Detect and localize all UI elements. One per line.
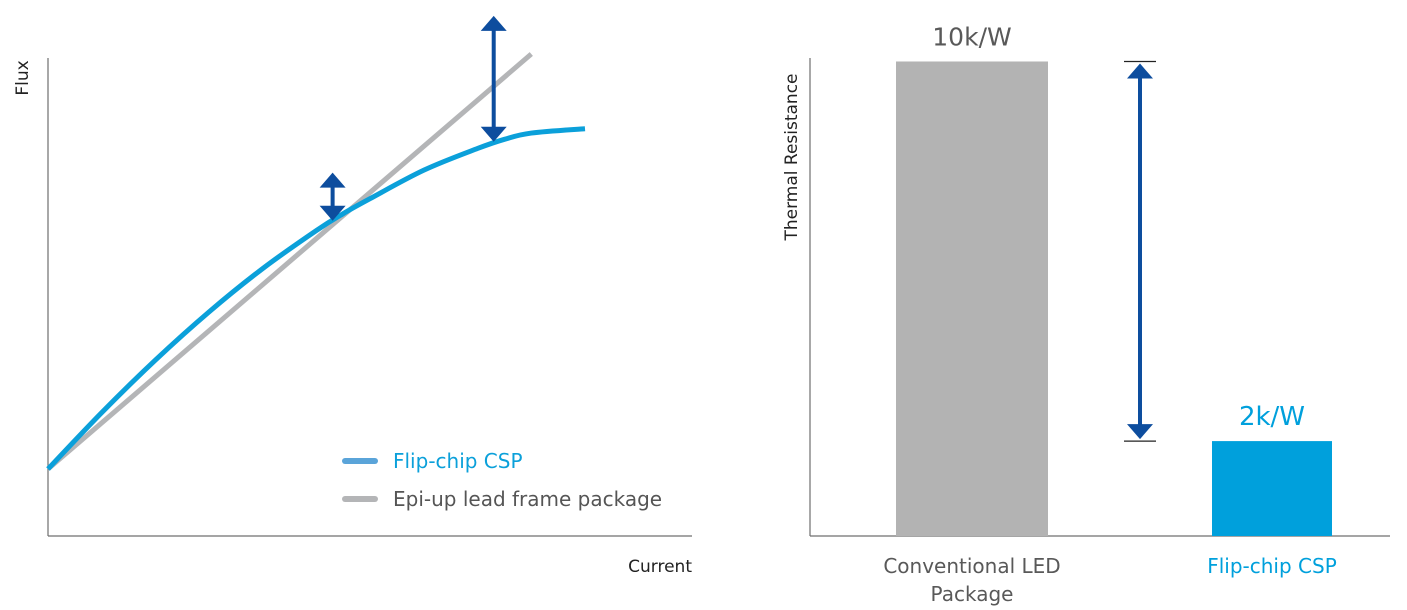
x-axis-label: Current — [628, 557, 692, 577]
legend-entry-label: Epi-up lead frame package — [393, 487, 662, 511]
arrow-head-down — [480, 126, 507, 142]
category-tick-label: Package — [931, 582, 1014, 606]
double-arrow-reduction — [1127, 63, 1153, 440]
arrow-head-down — [319, 205, 346, 221]
arrow-head-down — [1127, 424, 1153, 440]
arrow-head-up — [319, 172, 346, 188]
y-axis-label: Thermal Resistance — [782, 73, 802, 241]
bar-conventional-led-package — [896, 61, 1048, 536]
bar-data-label: 2k/W — [1239, 402, 1305, 432]
series-line-epi-up-lead-frame — [46, 52, 533, 471]
arrow-head-up — [480, 15, 507, 31]
arrow-head-up — [1127, 63, 1153, 79]
bar-flip-chip-csp — [1212, 441, 1332, 536]
series-line-flip-chip-csp — [46, 126, 586, 471]
category-tick-label: Flip-chip CSP — [1207, 554, 1337, 578]
category-tick-label: Conventional LED — [883, 554, 1060, 578]
legend: Flip-chip CSP Epi-up lead frame package — [342, 449, 662, 511]
y-axis-label: Flux — [13, 60, 33, 95]
flux-current-line-chart: Flux Current Flip-chip CSP Epi-up lead fram… — [13, 15, 692, 577]
double-arrow-1 — [319, 172, 346, 221]
bar-data-label: 10k/W — [932, 22, 1011, 51]
double-arrow-2 — [480, 15, 507, 142]
legend-entry-label: Flip-chip CSP — [393, 449, 523, 473]
